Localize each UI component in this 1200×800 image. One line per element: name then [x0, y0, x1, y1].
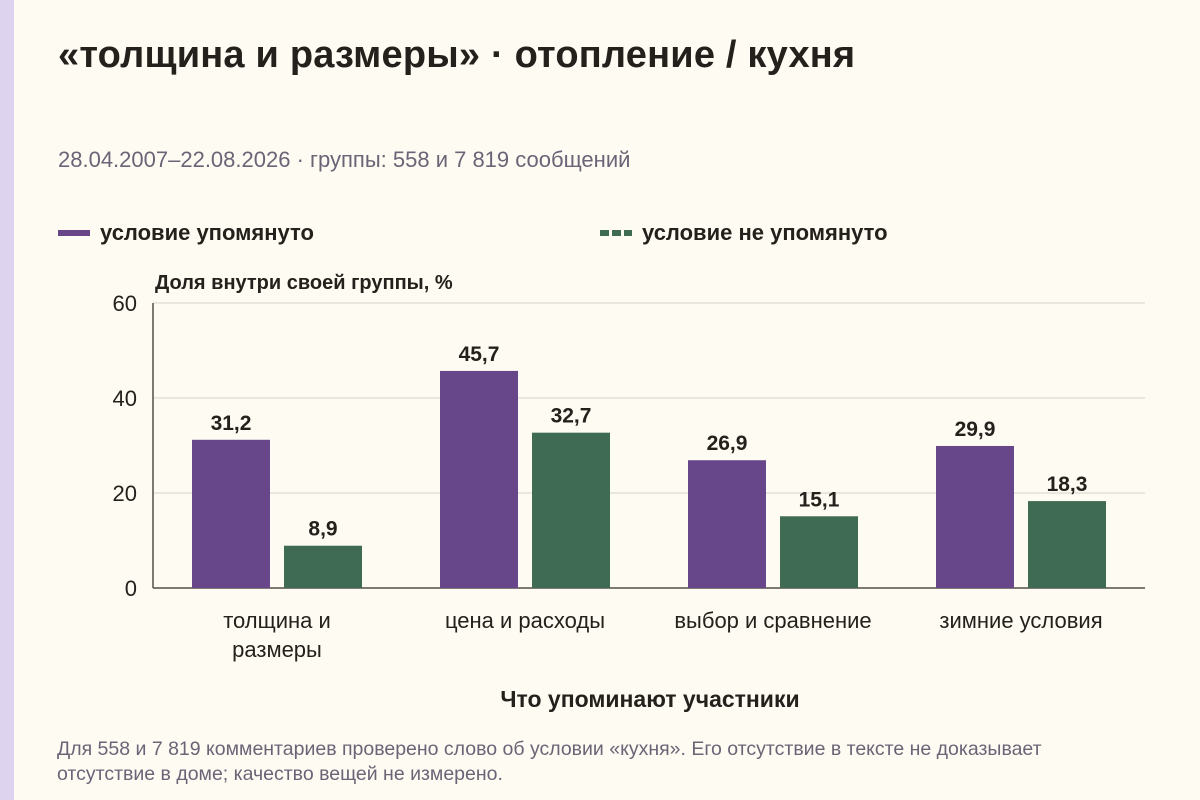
data-label: 45,7 — [459, 343, 500, 366]
legend-label-mentioned: условие упомянуто — [100, 220, 314, 245]
legend-item-mentioned: условие упомянуто — [58, 218, 314, 248]
bar-mentioned — [688, 460, 766, 588]
data-label: 26,9 — [707, 432, 748, 455]
chart-subtitle: 28.04.2007–22.08.2026 · группы: 558 и 7 … — [58, 147, 631, 172]
bar-not-mentioned — [780, 516, 858, 588]
bar-not-mentioned — [532, 432, 610, 588]
y-axis-title: Доля внутри своей группы, % — [155, 272, 453, 294]
bar-mentioned — [936, 445, 1014, 588]
footnote: Для 558 и 7 819 комментариев проверено с… — [57, 738, 1042, 785]
x-tick-label: размеры — [232, 637, 322, 662]
y-tick-label: 20 — [113, 481, 137, 506]
x-tick-label: цена и расходы — [445, 608, 605, 633]
x-tick-label: толщина и — [223, 608, 331, 633]
x-tick-label: выбор и сравнение — [674, 608, 871, 633]
data-label: 8,9 — [308, 518, 337, 541]
bar-mentioned — [440, 370, 518, 588]
x-tick-label: зимние условия — [939, 608, 1102, 633]
bar-not-mentioned — [1028, 501, 1106, 588]
x-axis-title: Что упоминают участники — [500, 686, 800, 712]
chart-title: «толщина и размеры» · отопление / кухня — [58, 34, 856, 76]
data-label: 32,7 — [551, 405, 592, 428]
data-label: 18,3 — [1047, 473, 1088, 496]
data-label: 29,9 — [955, 418, 996, 441]
legend-swatch-mentioned — [58, 230, 90, 236]
bar-not-mentioned — [284, 545, 362, 588]
data-label: 15,1 — [799, 488, 840, 511]
data-label: 31,2 — [211, 412, 252, 435]
legend-item-not-mentioned: условие не упомянуто — [600, 218, 888, 248]
y-tick-label: 0 — [125, 576, 137, 601]
y-tick-label: 40 — [113, 386, 137, 411]
legend-label-not-mentioned: условие не упомянуто — [642, 220, 888, 245]
accent-bar — [0, 0, 14, 800]
legend-swatch-not-mentioned — [600, 230, 632, 236]
bar-mentioned — [192, 439, 270, 588]
y-tick-label: 60 — [113, 291, 137, 316]
